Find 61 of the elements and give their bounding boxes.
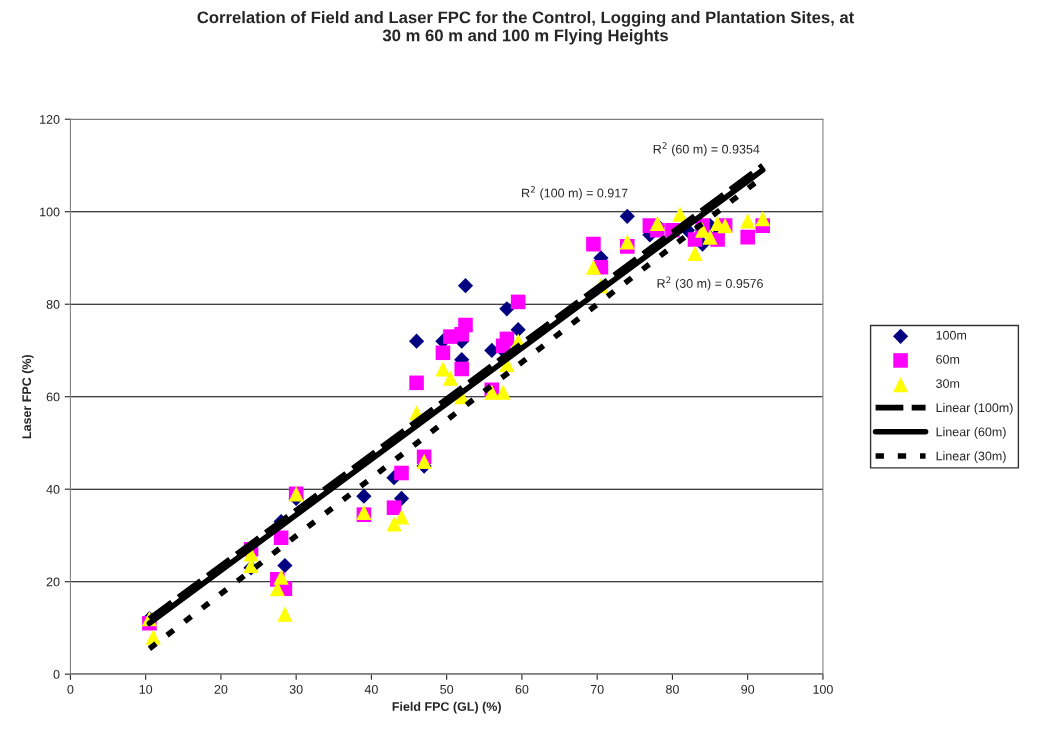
x-axis-title: Field FPC (GL) (%) bbox=[392, 701, 501, 714]
point bbox=[435, 345, 451, 361]
x-tick-label: 70 bbox=[590, 684, 604, 694]
y-tick-label: 60 bbox=[46, 392, 60, 402]
legend-label: 60m bbox=[936, 354, 960, 364]
legend-label: Linear (60m) bbox=[936, 427, 1006, 439]
x-tick-label: 80 bbox=[666, 684, 679, 694]
point bbox=[408, 333, 425, 349]
legend-label: Linear (100m) bbox=[936, 402, 1013, 415]
point bbox=[277, 557, 293, 574]
x-tick-label: 0 bbox=[67, 684, 74, 694]
x-tick-label: 90 bbox=[741, 684, 755, 694]
point bbox=[416, 453, 432, 470]
point bbox=[277, 606, 293, 622]
x-tick-label: 30 bbox=[289, 684, 303, 694]
chart-title: Correlation of Field and Laser FPC for the Control, Logging and Plantation Sites, at 30 m 60 m and 100 m Flying Heights bbox=[197, 11, 855, 45]
point bbox=[619, 234, 635, 250]
point bbox=[499, 301, 515, 317]
point bbox=[273, 569, 289, 585]
point bbox=[672, 206, 688, 222]
y-tick-label: 20 bbox=[46, 577, 60, 587]
point bbox=[454, 361, 470, 377]
y-tick-label: 100 bbox=[40, 207, 60, 217]
y-tick-label: 80 bbox=[46, 300, 60, 309]
legend-label: Linear (30m) bbox=[936, 451, 1006, 463]
point bbox=[585, 259, 602, 275]
legend-label: 30m bbox=[936, 379, 960, 388]
point bbox=[499, 331, 515, 347]
point bbox=[458, 317, 473, 333]
point bbox=[619, 208, 635, 224]
point bbox=[740, 229, 755, 245]
point bbox=[442, 370, 459, 386]
point bbox=[273, 530, 289, 546]
x-tick-label: 40 bbox=[364, 684, 378, 694]
x-tick-label: 10 bbox=[139, 684, 153, 694]
x-tick-label: 20 bbox=[214, 684, 228, 694]
y-tick-label: 120 bbox=[40, 115, 60, 124]
point bbox=[510, 322, 526, 338]
y-tick-label: 0 bbox=[53, 669, 60, 679]
annotation: R$^{2}$ (60 m) = 0.9354 bbox=[653, 142, 760, 157]
point bbox=[457, 278, 474, 294]
x-tick-label: 60 bbox=[515, 684, 529, 694]
point bbox=[755, 211, 771, 227]
y-tick-label: 40 bbox=[46, 485, 60, 494]
point bbox=[510, 294, 526, 310]
x-tick-label: 50 bbox=[440, 684, 454, 694]
point bbox=[435, 361, 451, 377]
point bbox=[356, 488, 372, 504]
x-tick-label: 100 bbox=[813, 684, 833, 694]
point bbox=[409, 375, 424, 391]
point bbox=[386, 500, 402, 515]
annotation: R$^{2}$ (100 m) = 0.917 bbox=[522, 186, 628, 200]
point bbox=[687, 245, 703, 261]
y-axis-title: Laser FPC (%) bbox=[21, 354, 34, 439]
point bbox=[740, 213, 756, 229]
legend-label: 100m bbox=[936, 330, 967, 340]
point bbox=[702, 229, 718, 245]
point bbox=[495, 384, 511, 400]
point bbox=[394, 465, 409, 481]
annotation: R$^{2}$ (30 m) = 0.9576 bbox=[657, 276, 763, 291]
point bbox=[586, 236, 601, 252]
